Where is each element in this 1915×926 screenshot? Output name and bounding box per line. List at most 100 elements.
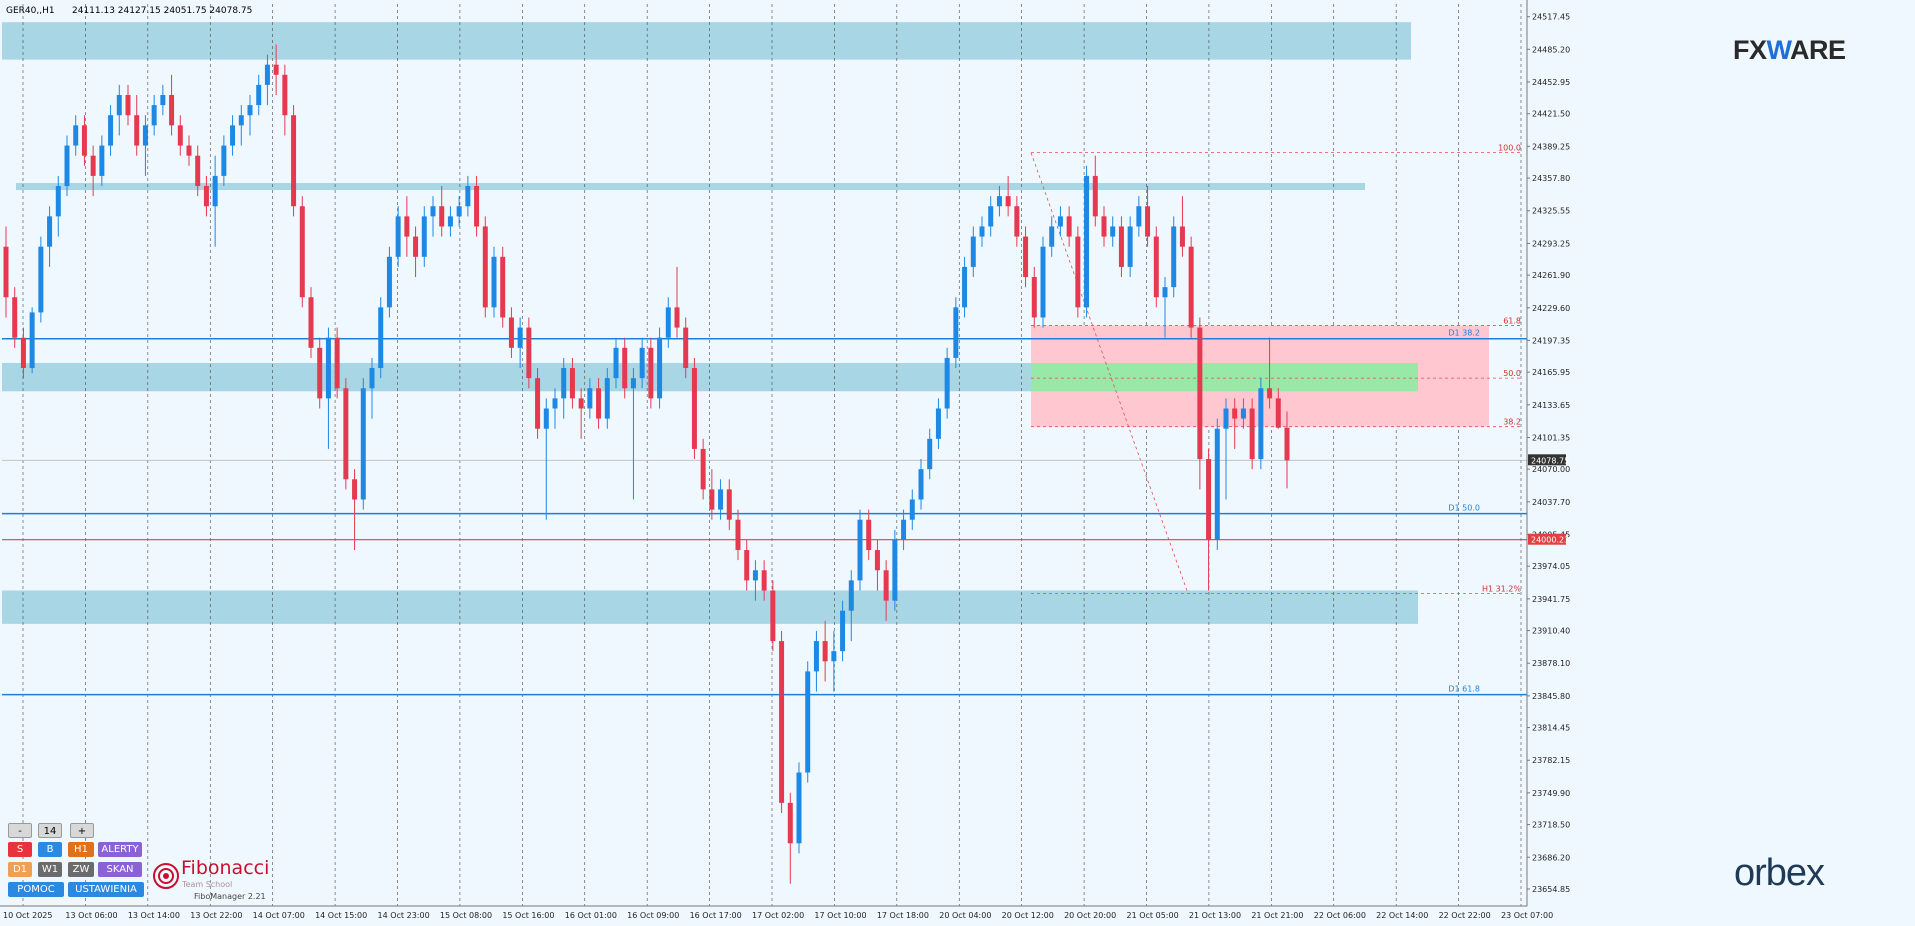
panel-skan-button[interactable]: SKAN [98, 862, 142, 877]
fibonacci-logo: Fibonacci Team School FiboManager 2.21 [152, 857, 292, 902]
candle-body [308, 297, 314, 348]
candle-body [1284, 427, 1290, 461]
panel-plus-button[interactable]: + [70, 823, 94, 838]
candle-body [1040, 246, 1046, 318]
candle-body [404, 216, 410, 237]
time-tick-label: 22 Oct 22:00 [1439, 911, 1491, 920]
price-tick-label: 24197.35 [1532, 336, 1570, 345]
time-tick-label: 20 Oct 12:00 [1002, 911, 1054, 920]
price-tick-label: 23878.10 [1532, 659, 1570, 668]
candle-body [1084, 175, 1090, 308]
candle-body [639, 347, 645, 379]
level-label: D1 61.8 [1448, 685, 1480, 694]
sr-zone [16, 182, 1365, 191]
candle-body [203, 186, 209, 207]
candle-body [282, 74, 288, 116]
panel-minus-button[interactable]: - [8, 823, 32, 838]
candle-body [125, 95, 131, 116]
candle-body [787, 802, 793, 844]
panel-w1-button[interactable]: W1 [38, 862, 62, 877]
candle-body [256, 84, 262, 106]
candle-body [1075, 236, 1081, 308]
candle-body [291, 115, 297, 207]
panel-h1-button[interactable]: H1 [68, 842, 94, 857]
sr-zone [2, 590, 1418, 624]
candle-body [857, 519, 863, 581]
candle-body [718, 489, 724, 510]
candle-body [1049, 226, 1055, 247]
candle-body [1153, 236, 1159, 298]
candle-body [901, 519, 907, 540]
fib-green-zone [1031, 362, 1418, 392]
candle-body [273, 64, 279, 75]
panel-s-button[interactable]: S [8, 842, 32, 857]
price-tick-label: 23814.45 [1532, 724, 1570, 733]
panel-pomoc-button[interactable]: POMOC [8, 882, 64, 897]
candle-body [665, 307, 671, 338]
candle-body [683, 327, 689, 369]
time-tick-label: 10 Oct 2025 [3, 911, 52, 920]
candle-body [500, 256, 506, 318]
panel-b-button[interactable]: B [38, 842, 62, 857]
fibomanager-version: FiboManager 2.21 [194, 892, 266, 901]
candle-body [517, 327, 523, 348]
candle-body [99, 145, 105, 176]
time-tick-label: 14 Oct 07:00 [253, 911, 305, 920]
chart-ohlc: 24111.13 24127.15 24051.75 24078.75 [72, 6, 252, 16]
candle-body [596, 388, 602, 419]
panel-zw-button[interactable]: ZW [68, 862, 94, 877]
candle-body [648, 347, 654, 399]
candle-body [474, 186, 480, 227]
candle-body [508, 317, 514, 348]
candle-body [151, 105, 157, 126]
fibonacci-title: Fibonacci [181, 857, 270, 879]
candle-body [613, 347, 619, 379]
fxware-text-b: ARE [1790, 35, 1846, 65]
candle-body [1031, 277, 1037, 318]
candle-body [55, 186, 61, 217]
candle-body [657, 337, 663, 399]
candle-body [796, 772, 802, 844]
time-tick-label: 21 Oct 13:00 [1189, 911, 1241, 920]
candle-body [3, 246, 9, 298]
candle-body [1101, 216, 1107, 237]
panel-d1-button[interactable]: D1 [8, 862, 32, 877]
time-tick-label: 20 Oct 20:00 [1064, 911, 1116, 920]
current-price-label: 24078.75 [1531, 456, 1569, 465]
candle-body [561, 368, 567, 399]
candle-body [395, 216, 401, 257]
panel-ustawienia-button[interactable]: USTAWIENIA [68, 882, 144, 897]
fib-label: 38.2 [1503, 418, 1521, 427]
candle-body [1223, 408, 1229, 429]
candle-body [73, 125, 79, 146]
time-tick-label: 17 Oct 18:00 [877, 911, 929, 920]
red-price-tag [1528, 533, 1566, 545]
time-tick-label: 21 Oct 05:00 [1127, 911, 1179, 920]
fib-label: H1 31.2% [1482, 585, 1521, 594]
candle-body [709, 489, 715, 510]
candle-body [813, 641, 819, 672]
time-tick-label: 16 Oct 17:00 [690, 911, 742, 920]
candle-body [552, 398, 558, 409]
candle-body [378, 307, 384, 369]
candle-body [1092, 175, 1098, 217]
fib-label: 61.8 [1503, 317, 1521, 326]
panel-alerty-button[interactable]: ALERTY [98, 842, 142, 857]
candle-body [386, 256, 392, 308]
price-tick-label: 23782.15 [1532, 756, 1570, 765]
candle-body [491, 256, 497, 308]
candle-body [1066, 216, 1072, 237]
candle-body [47, 216, 53, 247]
price-tick-label: 23974.05 [1532, 562, 1570, 571]
candle-body [160, 95, 166, 106]
time-tick-label: 21 Oct 21:00 [1251, 911, 1303, 920]
candle-body [988, 206, 994, 227]
price-tick-label: 23845.80 [1532, 692, 1570, 701]
candle-body [779, 641, 785, 803]
price-tick-label: 24165.95 [1532, 368, 1570, 377]
candle-body [186, 145, 192, 156]
panel-period-field[interactable]: 14 [38, 823, 62, 838]
candle-body [691, 368, 697, 449]
candle-body [1206, 459, 1212, 540]
